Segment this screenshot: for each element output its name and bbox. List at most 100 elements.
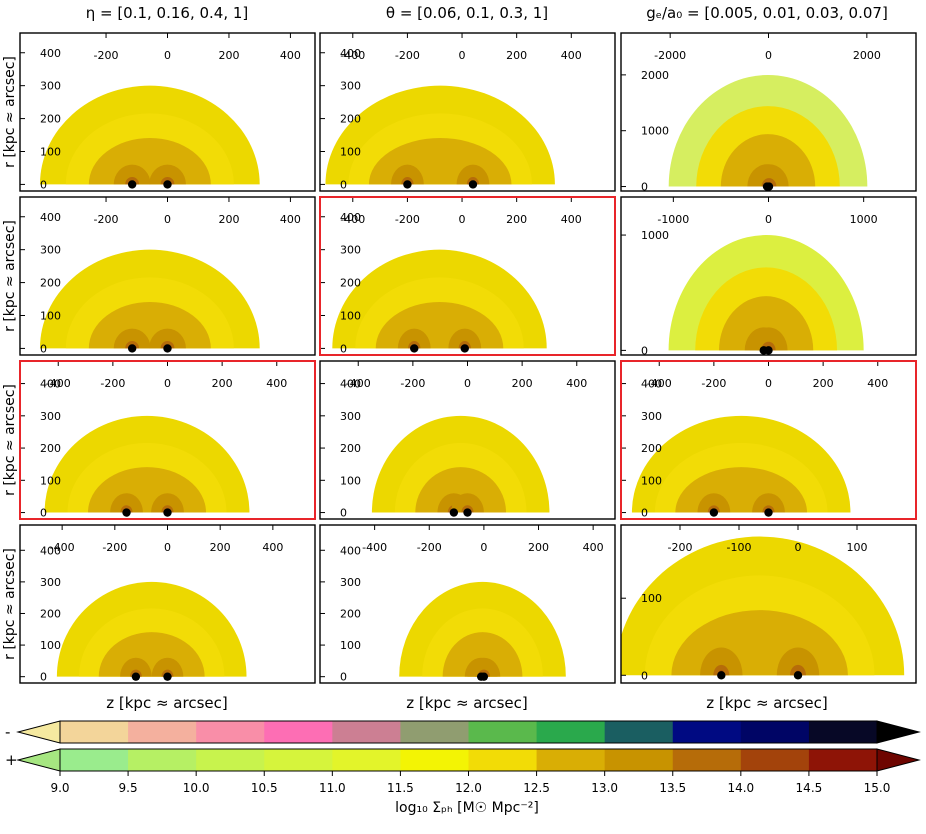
x-tick-label: 0 <box>464 377 471 390</box>
colorbar-segment <box>468 721 538 743</box>
contour-fill-group <box>371 415 550 513</box>
x-tick-label: 2000 <box>853 49 881 62</box>
colorbar-tick-label: 14.0 <box>727 781 754 795</box>
x-tick-label: 0 <box>765 377 772 390</box>
colorbar-segment <box>604 721 674 743</box>
contour-fill-group <box>44 415 250 513</box>
mass-marker <box>709 508 719 517</box>
colorbar-label: log₁₀ Σₚₕ [M☉ Mpc⁻²] <box>395 800 539 816</box>
colorbar-tick-label: 11.0 <box>319 781 346 795</box>
x-tick-label: -200 <box>701 377 726 390</box>
colorbar-tick-label: 14.5 <box>796 781 823 795</box>
contour-fill-group <box>621 536 905 676</box>
contour-clump-level-3 <box>697 493 731 513</box>
y-tick-label: 200 <box>641 442 662 455</box>
y-axis-label: r [kpc ≈ arcsec] <box>2 220 18 332</box>
x-tick-label: 0 <box>459 213 466 226</box>
x-tick-label: 400 <box>262 541 283 554</box>
panel-frame <box>319 360 616 520</box>
y-tick-label: 200 <box>340 607 361 620</box>
mass-marker <box>468 180 478 189</box>
colorbar-extend-low <box>16 720 61 744</box>
x-tick-label: 200 <box>506 49 527 62</box>
x-axis-labels: z [kpc ≈ arcsec] z [kpc ≈ arcsec] z [kpc… <box>106 694 827 712</box>
x-tick-label: -400 <box>340 49 365 62</box>
panel-frame <box>620 196 917 356</box>
y-tick-label: 1000 <box>641 125 669 138</box>
y-tick-label: 400 <box>40 378 61 391</box>
contour-clump-level-4 <box>713 664 730 676</box>
y-tick-label: 1000 <box>641 229 669 242</box>
x-tick-label: -200 <box>668 541 693 554</box>
y-axis-label: r [kpc ≈ arcsec] <box>2 384 18 496</box>
contour-clump-level-3 <box>113 328 151 349</box>
colorbar-segment <box>808 749 878 771</box>
colorbar-segment <box>264 721 333 743</box>
contour-fill-group <box>631 415 851 513</box>
y-tick-label: 0 <box>641 669 648 682</box>
y-tick-label: 0 <box>340 342 347 355</box>
colorbar: - +9.0 9.5 10.0 10.5 11.0 11.5 12.0 12.5 13.0 13.5… <box>5 720 921 795</box>
colorbar-segment <box>60 749 129 771</box>
y-tick-label: 200 <box>40 277 61 290</box>
x-axis-label: z [kpc ≈ arcsec] <box>106 694 227 712</box>
colorbar-segment <box>60 721 129 743</box>
colorbar-tick-label: 12.0 <box>455 781 482 795</box>
colorbar-negative-sign: - <box>5 723 10 741</box>
colorbar-tick-label: 9.0 <box>50 781 69 795</box>
mass-marker <box>460 344 469 353</box>
y-tick-label: 100 <box>340 639 361 652</box>
mass-marker <box>163 508 172 517</box>
colorbar-tick-label: 10.0 <box>183 781 210 795</box>
contour-level-2 <box>415 467 507 513</box>
y-tick-label: 400 <box>340 211 361 224</box>
colorbar-segment <box>740 721 810 743</box>
x-tick-label: -400 <box>340 213 365 226</box>
contour-clump-level-3 <box>700 647 743 676</box>
x-tick-label: -200 <box>417 541 442 554</box>
y-tick-label: 300 <box>340 576 361 589</box>
contour-fill-group <box>399 581 566 677</box>
contour-clump-level-3 <box>397 328 431 349</box>
x-tick-label: -400 <box>647 377 672 390</box>
colorbar-segment <box>672 749 742 771</box>
x-tick-label: 400 <box>266 377 287 390</box>
contour-level-2 <box>442 632 523 677</box>
y-tick-label: 100 <box>340 474 361 487</box>
y-tick-label: 300 <box>340 244 361 257</box>
y-tick-label: 0 <box>641 507 648 520</box>
column-title-ge-a0: gₑ/a₀ = [0.005, 0.01, 0.03, 0.07] <box>646 4 888 22</box>
y-tick-label: 100 <box>40 146 61 159</box>
x-tick-label: 0 <box>164 377 171 390</box>
panel-frame <box>319 524 616 684</box>
column-titles: η = [0.1, 0.16, 0.4, 1] θ = [0.06, 0.1, … <box>86 4 888 22</box>
colorbar-segment <box>468 749 538 771</box>
mass-marker <box>127 180 137 189</box>
x-tick-label: 400 <box>280 49 301 62</box>
x-tick-label: 0 <box>164 49 171 62</box>
x-tick-label: 100 <box>847 541 868 554</box>
contour-fill-group <box>332 249 547 349</box>
y-tick-label: 400 <box>40 544 61 557</box>
mass-marker <box>122 508 131 517</box>
x-tick-label: 200 <box>212 377 233 390</box>
x-tick-label: 1000 <box>850 213 878 226</box>
x-tick-label: 200 <box>210 541 231 554</box>
contour-panel: -400 -200 0 200 400 0 100 200 300 400 <box>319 196 616 356</box>
x-tick-label: 0 <box>480 541 487 554</box>
x-axis-label: z [kpc ≈ arcsec] <box>406 694 527 712</box>
colorbar-segment <box>196 721 265 743</box>
contour-clump-level-3 <box>451 493 484 513</box>
colorbar-tick-label: 10.5 <box>251 781 278 795</box>
x-tick-label: 200 <box>512 377 533 390</box>
colorbar-positive-sign: + <box>5 751 18 769</box>
contour-level-2 <box>720 134 816 187</box>
y-tick-label: 100 <box>641 592 662 605</box>
column-title-theta: θ = [0.06, 0.1, 0.3, 1] <box>386 4 548 22</box>
y-tick-label: 0 <box>340 178 347 191</box>
contour-clump-level-3 <box>151 493 184 513</box>
y-tick-label: 100 <box>40 474 61 487</box>
colorbar-segment <box>740 749 810 771</box>
y-tick-label: 0 <box>40 507 47 520</box>
